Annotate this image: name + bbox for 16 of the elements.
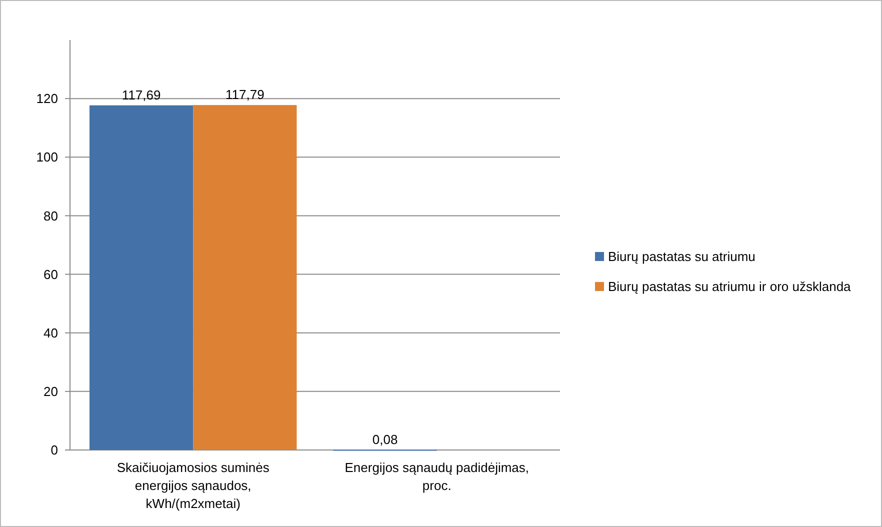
y-tick-label: 100 (36, 150, 58, 165)
bar (90, 105, 194, 450)
data-label: 0,08 (372, 432, 398, 447)
y-tick-label: 0 (50, 442, 58, 458)
y-tick-label: 120 (36, 91, 58, 106)
y-tick-label: 80 (44, 208, 58, 224)
x-tick-label: Energijos sąnaudų padidėjimas, proc. (344, 460, 530, 493)
data-label: 117,79 (226, 87, 264, 102)
data-label: 117,69 (122, 87, 161, 102)
y-tick-label: 60 (44, 266, 58, 282)
y-tick-label: 40 (44, 325, 58, 340)
y-tick-label: 20 (44, 384, 58, 399)
x-tick-label: Skaičiuojamosios suminės energijos sąnaudos, kWh/(m2xmetai) (116, 460, 270, 511)
bar (193, 105, 297, 450)
legend-label: Biurų pastatas su atriumu (608, 249, 756, 264)
legend-label: Biurų pastatas su atriumu ir oro užsklanda (608, 279, 852, 294)
